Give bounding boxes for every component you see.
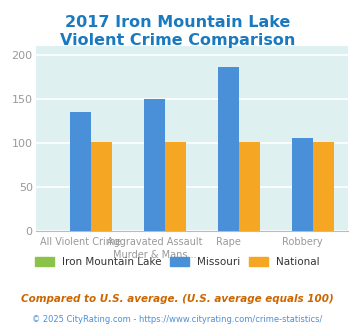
- Text: 2017 Iron Mountain Lake
Violent Crime Comparison: 2017 Iron Mountain Lake Violent Crime Co…: [60, 15, 295, 49]
- Bar: [91, 142, 112, 231]
- Text: Compared to U.S. average. (U.S. average equals 100): Compared to U.S. average. (U.S. average …: [21, 294, 334, 304]
- Bar: [313, 142, 334, 231]
- Bar: [144, 99, 165, 231]
- Bar: [165, 142, 186, 231]
- Bar: [70, 112, 91, 231]
- Text: © 2025 CityRating.com - https://www.cityrating.com/crime-statistics/: © 2025 CityRating.com - https://www.city…: [32, 315, 323, 324]
- Bar: [292, 138, 313, 231]
- Bar: [239, 142, 260, 231]
- Bar: [218, 67, 239, 231]
- Legend: Iron Mountain Lake, Missouri, National: Iron Mountain Lake, Missouri, National: [36, 257, 320, 267]
